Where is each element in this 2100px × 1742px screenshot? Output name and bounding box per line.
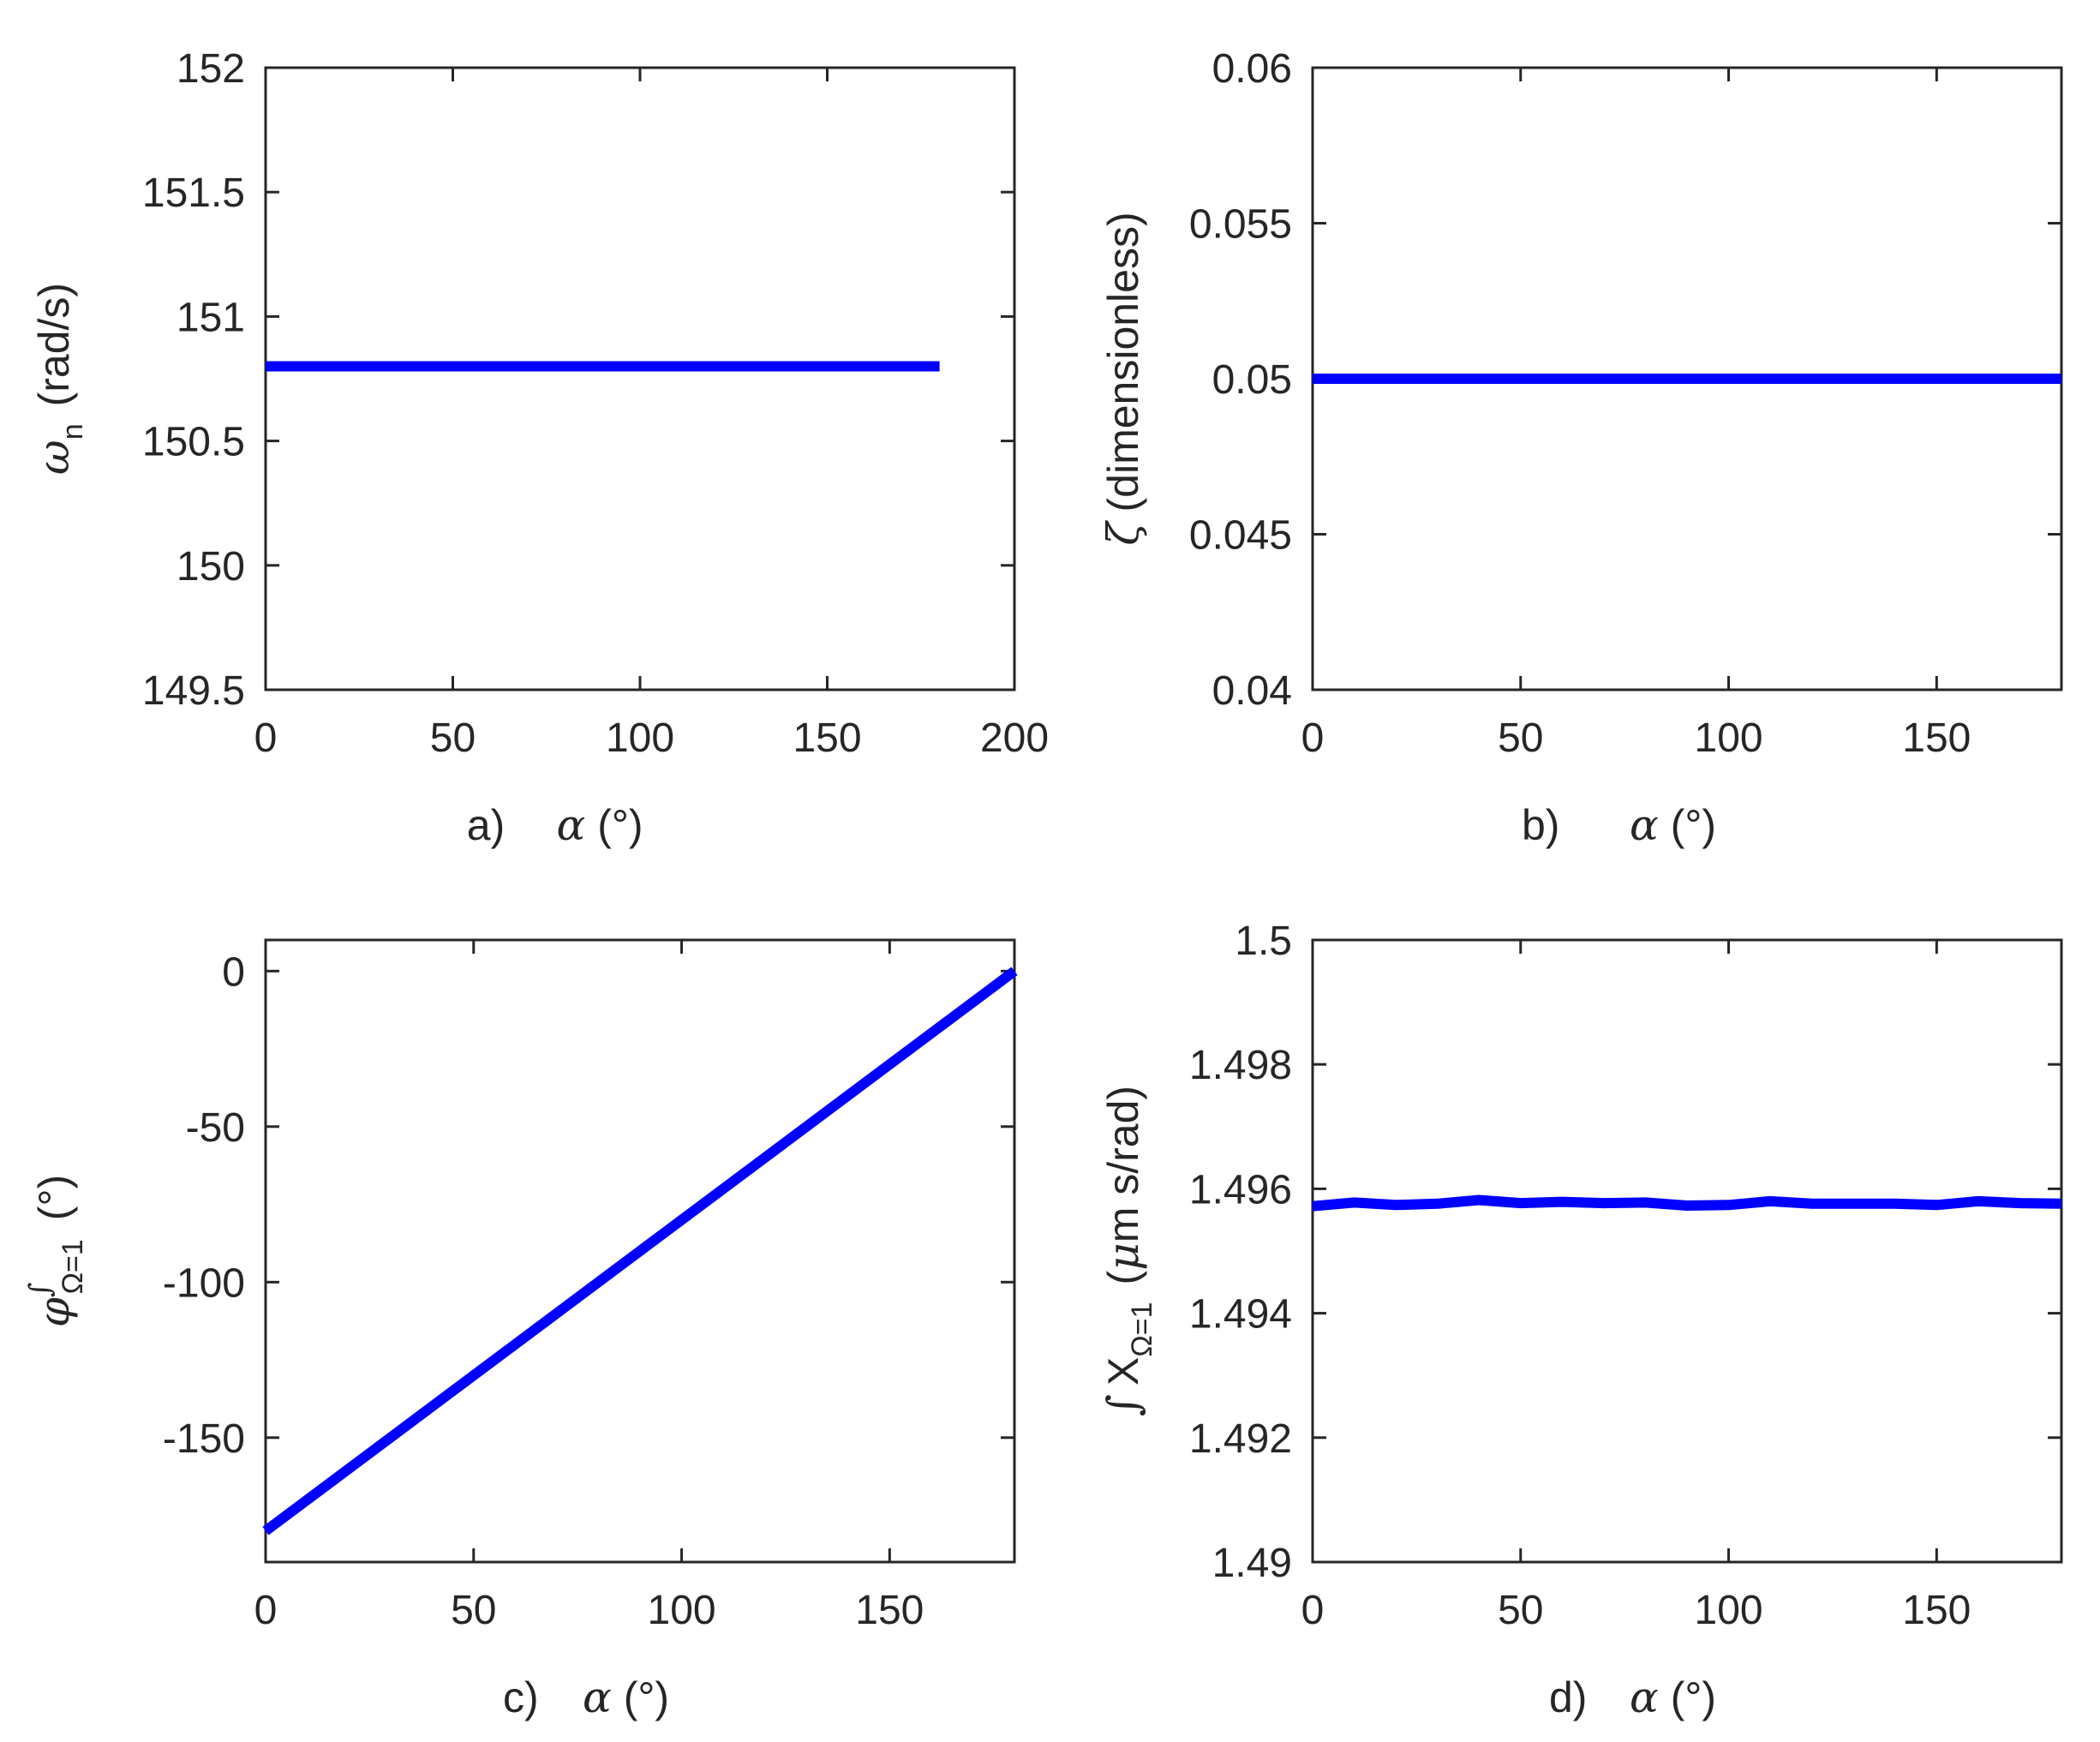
series-c bbox=[262, 967, 1018, 1535]
x-axis-label-b: b) α (°) bbox=[1522, 800, 1716, 850]
y-tick-label-c-1: -100 bbox=[163, 1260, 245, 1306]
y-tick-label-a-2: 150.5 bbox=[142, 420, 245, 465]
xlabel-unit-a: (°) bbox=[597, 801, 643, 849]
panel-d: 0 50 100 150 1.49 1.492 1.494 1.496 1.498 1.5 ∫ XΩ… bbox=[1098, 919, 2063, 1722]
ylabel-sup-c: ∫ bbox=[23, 1282, 57, 1297]
x-axis-label-a: a) α (°) bbox=[467, 800, 643, 850]
ticks-c: 0 50 100 150 -150 -100 -50 0 bbox=[163, 940, 1014, 1633]
series-line-d-0 bbox=[1312, 1194, 2062, 1212]
ticks-d: 0 50 100 150 1.49 1.492 1.494 1.496 1.498 1.5 bbox=[1189, 919, 2061, 1633]
ylabel-unit-d: m s/rad) bbox=[1099, 1086, 1147, 1242]
x-tick-label-d-3: 150 bbox=[1902, 1588, 1971, 1633]
xlabel-symbol-b: α bbox=[1630, 800, 1659, 850]
y-tick-label-a-3: 151 bbox=[176, 295, 245, 340]
xlabel-unit-b: (°) bbox=[1671, 801, 1716, 849]
ylabel-sub-d: Ω=1 bbox=[1126, 1302, 1158, 1356]
ylabel-symbol-b: ζ bbox=[1098, 520, 1148, 546]
y-tick-label-a-0: 149.5 bbox=[142, 668, 245, 714]
ticks-a: 0 50 100 150 200 149.5 150 150.5 151 151.5 152 bbox=[142, 46, 1049, 761]
x-tick-label-b-0: 0 bbox=[1301, 715, 1325, 761]
y-tick-label-a-1: 150 bbox=[176, 544, 245, 590]
x-tick-label-c-1: 50 bbox=[451, 1588, 496, 1633]
y-axis-label-d: ∫XΩ=1(μm s/rad) bbox=[1098, 1086, 1158, 1416]
svg-text:∫XΩ=1(μm s/rad): ∫XΩ=1(μm s/rad) bbox=[1098, 1086, 1158, 1416]
y-axis-label-a: ωn (rad/s) bbox=[29, 283, 89, 475]
panel-label-b: b) bbox=[1522, 801, 1559, 849]
y-tick-label-c-0: -150 bbox=[163, 1416, 245, 1462]
y-tick-label-b-0: 0.04 bbox=[1212, 668, 1292, 714]
x-tick-label-d-0: 0 bbox=[1301, 1588, 1325, 1633]
y-tick-label-b-2: 0.05 bbox=[1212, 357, 1292, 403]
plot-frame-a bbox=[264, 66, 1016, 691]
x-tick-label-b-2: 100 bbox=[1695, 715, 1763, 761]
y-tick-label-a-4: 151.5 bbox=[142, 171, 245, 216]
x-tick-label-a-1: 50 bbox=[430, 715, 476, 761]
x-axis-label-d: d) α (°) bbox=[1549, 1673, 1716, 1722]
panel-c: 0 50 100 150 -150 -100 -50 0 φ∫Ω=1 (°) c) α (°) bbox=[23, 938, 1018, 1722]
y-tick-label-d-5: 1.5 bbox=[1235, 919, 1292, 964]
panel-a: 0 50 100 150 200 149.5 150 150.5 151 151.5 152 ωn (… bbox=[29, 46, 1049, 850]
ylabel-symbol-d: X bbox=[1099, 1357, 1147, 1386]
ticks-b: 0 50 100 150 0.04 0.045 0.05 0.055 0.06 bbox=[1189, 46, 2061, 761]
xlabel-symbol-d: α bbox=[1630, 1673, 1659, 1722]
x-tick-label-c-0: 0 bbox=[254, 1588, 278, 1633]
xlabel-unit-d: (°) bbox=[1671, 1673, 1716, 1721]
ylabel-sub-a: n bbox=[57, 423, 89, 440]
y-tick-label-d-0: 1.49 bbox=[1212, 1541, 1292, 1586]
ylabel-unit-c: (°) bbox=[30, 1175, 78, 1220]
y-tick-label-d-3: 1.496 bbox=[1189, 1167, 1292, 1212]
ylabel-unit-a: (rad/s) bbox=[30, 283, 78, 406]
y-tick-label-d-1: 1.492 bbox=[1189, 1416, 1292, 1462]
y-tick-label-c-2: -50 bbox=[186, 1105, 245, 1151]
x-tick-label-d-2: 100 bbox=[1695, 1588, 1763, 1633]
xlabel-symbol-c: α bbox=[583, 1673, 612, 1722]
ylabel-prefix-d: ∫ bbox=[1098, 1394, 1148, 1416]
x-axis-label-c: c) α (°) bbox=[503, 1673, 669, 1722]
y-axis-label-c: φ∫Ω=1 (°) bbox=[23, 1175, 89, 1327]
y-tick-label-b-1: 0.045 bbox=[1189, 513, 1292, 559]
svg-text:φ∫Ω=1(°): φ∫Ω=1 (°) bbox=[23, 1175, 89, 1327]
panel-label-d: d) bbox=[1549, 1673, 1587, 1721]
series-d bbox=[1312, 1194, 2062, 1212]
panel-label-a: a) bbox=[467, 801, 505, 849]
svg-text:ωn(rad/s): ωn (rad/s) bbox=[29, 283, 89, 475]
ylabel-unit-greek-d: μ bbox=[1098, 1242, 1148, 1271]
y-tick-label-c-3: 0 bbox=[222, 949, 245, 995]
ylabel-symbol-c: φ bbox=[29, 1297, 79, 1327]
series-line-c-0 bbox=[262, 967, 1018, 1535]
y-tick-label-a-5: 152 bbox=[176, 46, 245, 92]
xlabel-unit-c: (°) bbox=[624, 1673, 669, 1721]
plot-frame-d bbox=[1311, 938, 2063, 1564]
y-axis-label-b: ζ (dimensionless) bbox=[1098, 212, 1148, 545]
x-tick-label-a-0: 0 bbox=[254, 715, 278, 761]
plot-frame-c bbox=[264, 938, 1016, 1564]
x-tick-label-a-4: 200 bbox=[980, 715, 1049, 761]
x-tick-label-c-2: 100 bbox=[648, 1588, 716, 1633]
panel-label-c: c) bbox=[503, 1673, 539, 1721]
y-tick-label-d-2: 1.494 bbox=[1189, 1292, 1292, 1338]
x-tick-label-d-1: 50 bbox=[1498, 1588, 1543, 1633]
x-tick-label-a-2: 100 bbox=[606, 715, 674, 761]
x-tick-label-a-3: 150 bbox=[793, 715, 861, 761]
x-tick-label-b-3: 150 bbox=[1902, 715, 1971, 761]
panel-b: 0 50 100 150 0.04 0.045 0.05 0.055 0.06 ζ (dimens… bbox=[1098, 46, 2063, 850]
y-tick-label-d-4: 1.498 bbox=[1189, 1043, 1292, 1088]
ylabel-symbol-a: ω bbox=[29, 440, 79, 475]
ylabel-sub-c: Ω=1 bbox=[57, 1239, 89, 1294]
x-tick-label-b-1: 50 bbox=[1498, 715, 1543, 761]
svg-text:ζ(dimensionless): ζ (dimensionless) bbox=[1098, 212, 1148, 545]
y-tick-label-b-4: 0.06 bbox=[1212, 46, 1292, 92]
ylabel-unit-b: (dimensionless) bbox=[1099, 212, 1147, 512]
xlabel-symbol-a: α bbox=[556, 800, 585, 850]
y-tick-label-b-3: 0.055 bbox=[1189, 202, 1292, 248]
x-tick-label-c-3: 150 bbox=[855, 1588, 924, 1633]
